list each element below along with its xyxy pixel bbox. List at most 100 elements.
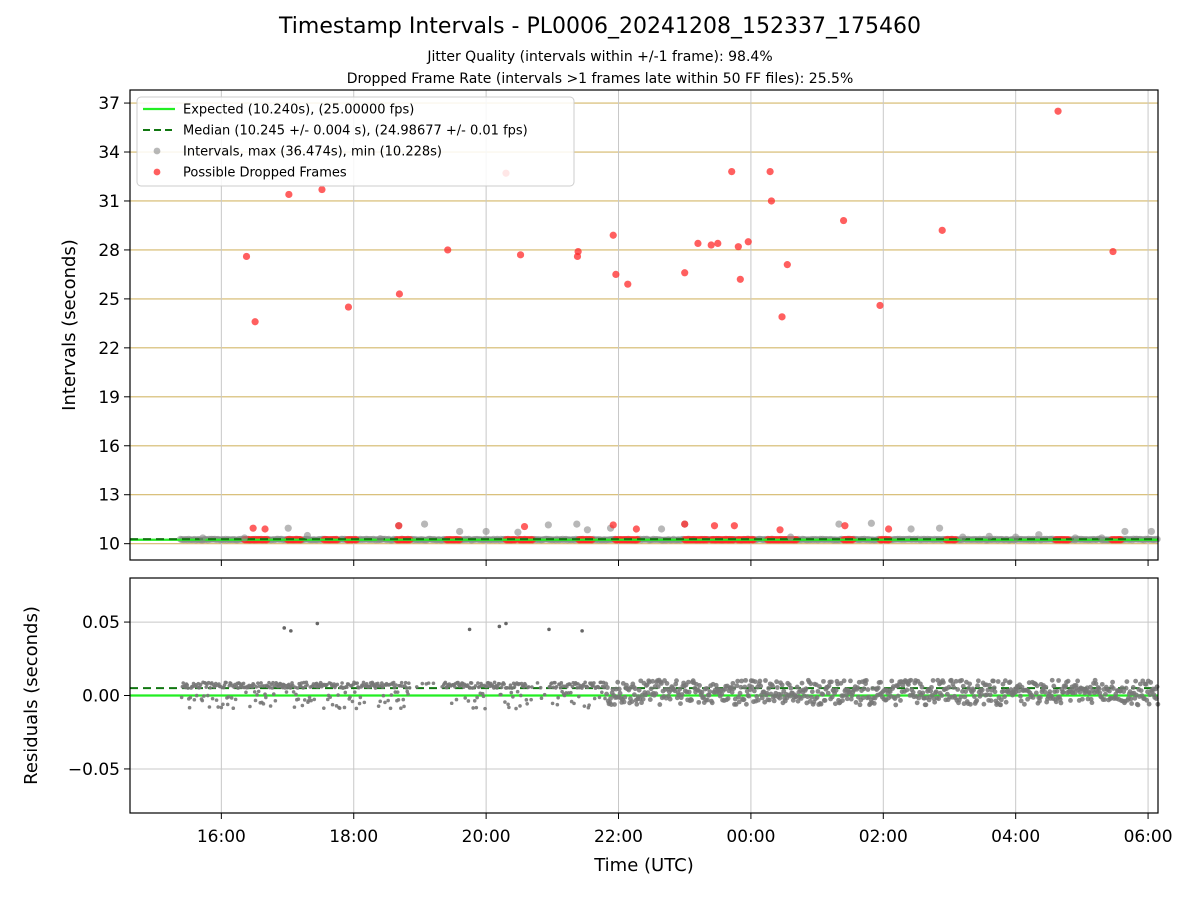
legend-entry-intervals: Intervals, max (36.474s), min (10.228s): [153, 145, 442, 160]
residual-point: [572, 701, 576, 706]
residual-point: [404, 686, 409, 690]
y-tick-label: 31: [98, 192, 120, 212]
residual-point: [1093, 681, 1099, 687]
residual-point: [1143, 681, 1149, 687]
residual-point: [449, 701, 454, 706]
residual-point: [705, 697, 710, 703]
residual-point: [981, 701, 987, 707]
legend-entry-dropped: Possible Dropped Frames: [153, 166, 347, 181]
residual-point: [932, 699, 938, 705]
residuals-y-axis-label: Residuals (seconds): [21, 606, 42, 785]
residual-point: [933, 689, 939, 695]
interval-point: [199, 534, 207, 542]
residual-point: [992, 689, 998, 695]
residual-point: [975, 678, 981, 684]
residual-point: [987, 692, 993, 698]
residual-point: [860, 695, 866, 701]
residual-point: [587, 703, 591, 708]
residual-point: [828, 679, 834, 685]
residual-point: [383, 700, 387, 705]
residual-point: [476, 681, 480, 685]
residual-point: [255, 693, 259, 697]
residual-point: [453, 685, 457, 689]
dropped-frame-point: [839, 216, 848, 225]
interval-point: [583, 526, 592, 534]
residual-point: [399, 706, 403, 711]
residual-point: [730, 680, 736, 686]
dropped-frame-point: [395, 290, 404, 298]
residual-point: [709, 700, 715, 706]
residual-point: [206, 693, 210, 698]
y-tick-label: 37: [98, 94, 120, 114]
residual-point: [555, 702, 560, 707]
legend-label: Expected (10.240s), (25.00000 fps): [183, 103, 414, 118]
residual-point: [284, 690, 289, 694]
residuals-x-ticks: 16:00 18:00 20:00 22:00 00:00 02:00 04:00 06:00: [197, 813, 1173, 847]
residual-point: [746, 693, 752, 699]
residual-point: [336, 693, 340, 697]
residual-point: [889, 678, 895, 684]
residual-point: [515, 689, 520, 694]
residual-point: [509, 690, 514, 695]
residual-point: [472, 698, 477, 703]
residual-point: [936, 696, 942, 702]
residual-point: [1034, 683, 1040, 689]
intervals-y-ticks: 10 13 16 19 22 25 28 31 34 37: [98, 94, 130, 555]
residual-point: [608, 696, 613, 701]
residual-point: [632, 686, 638, 692]
residual-point: [550, 701, 555, 706]
dropped-frame-point: [285, 190, 293, 199]
residual-point: [188, 695, 193, 700]
residual-point: [473, 684, 478, 688]
dropped-frame-point: [681, 520, 689, 528]
residual-point: [386, 698, 390, 703]
residual-point: [832, 701, 838, 707]
residual-point: [1033, 690, 1039, 696]
residual-point: [751, 688, 757, 694]
residual-point: [597, 695, 602, 700]
residual-point: [848, 696, 854, 702]
residual-point: [200, 698, 205, 703]
residual-point: [328, 695, 332, 700]
dropped-frame-point: [767, 197, 776, 205]
residual-outlier-point: [467, 627, 472, 632]
residual-point: [923, 702, 929, 708]
residual-point: [725, 696, 731, 701]
residual-point: [1051, 683, 1057, 689]
residual-point: [1056, 678, 1061, 683]
residual-point: [466, 699, 471, 703]
x-tick-label: 06:00: [1124, 827, 1173, 847]
intervals-panel: 10 13 16 19 22 25 28 31 34 37 Intervals (seconds)…: [59, 89, 1161, 566]
dropped-frame-point: [776, 526, 784, 534]
residual-point: [322, 706, 326, 710]
residual-point: [583, 680, 587, 685]
residual-point: [798, 696, 804, 701]
residual-point: [893, 702, 899, 708]
residual-point: [1119, 685, 1125, 691]
dropped-frame-point: [520, 522, 529, 531]
residual-point: [340, 681, 344, 685]
residual-point: [388, 706, 393, 711]
residual-point: [963, 689, 969, 694]
residual-point: [826, 683, 832, 689]
residual-point: [463, 696, 468, 700]
dropped-frame-point: [710, 522, 719, 530]
residual-point: [225, 702, 230, 707]
x-tick-label: 02:00: [859, 827, 908, 847]
dropped-frame-point: [261, 525, 269, 533]
residual-point: [774, 679, 779, 685]
residual-point: [395, 690, 400, 694]
residual-point: [777, 695, 783, 701]
residual-point: [214, 698, 219, 702]
residual-point: [998, 702, 1003, 708]
residual-point: [979, 687, 985, 693]
residual-point: [741, 697, 747, 702]
dropped-frame-point: [251, 318, 259, 326]
residual-point: [988, 698, 994, 704]
dropped-frame-point: [714, 239, 722, 248]
residual-point: [1047, 689, 1053, 695]
residual-point: [1068, 698, 1073, 703]
residual-point: [330, 702, 335, 707]
residual-point: [271, 680, 275, 685]
residual-point: [503, 700, 507, 704]
